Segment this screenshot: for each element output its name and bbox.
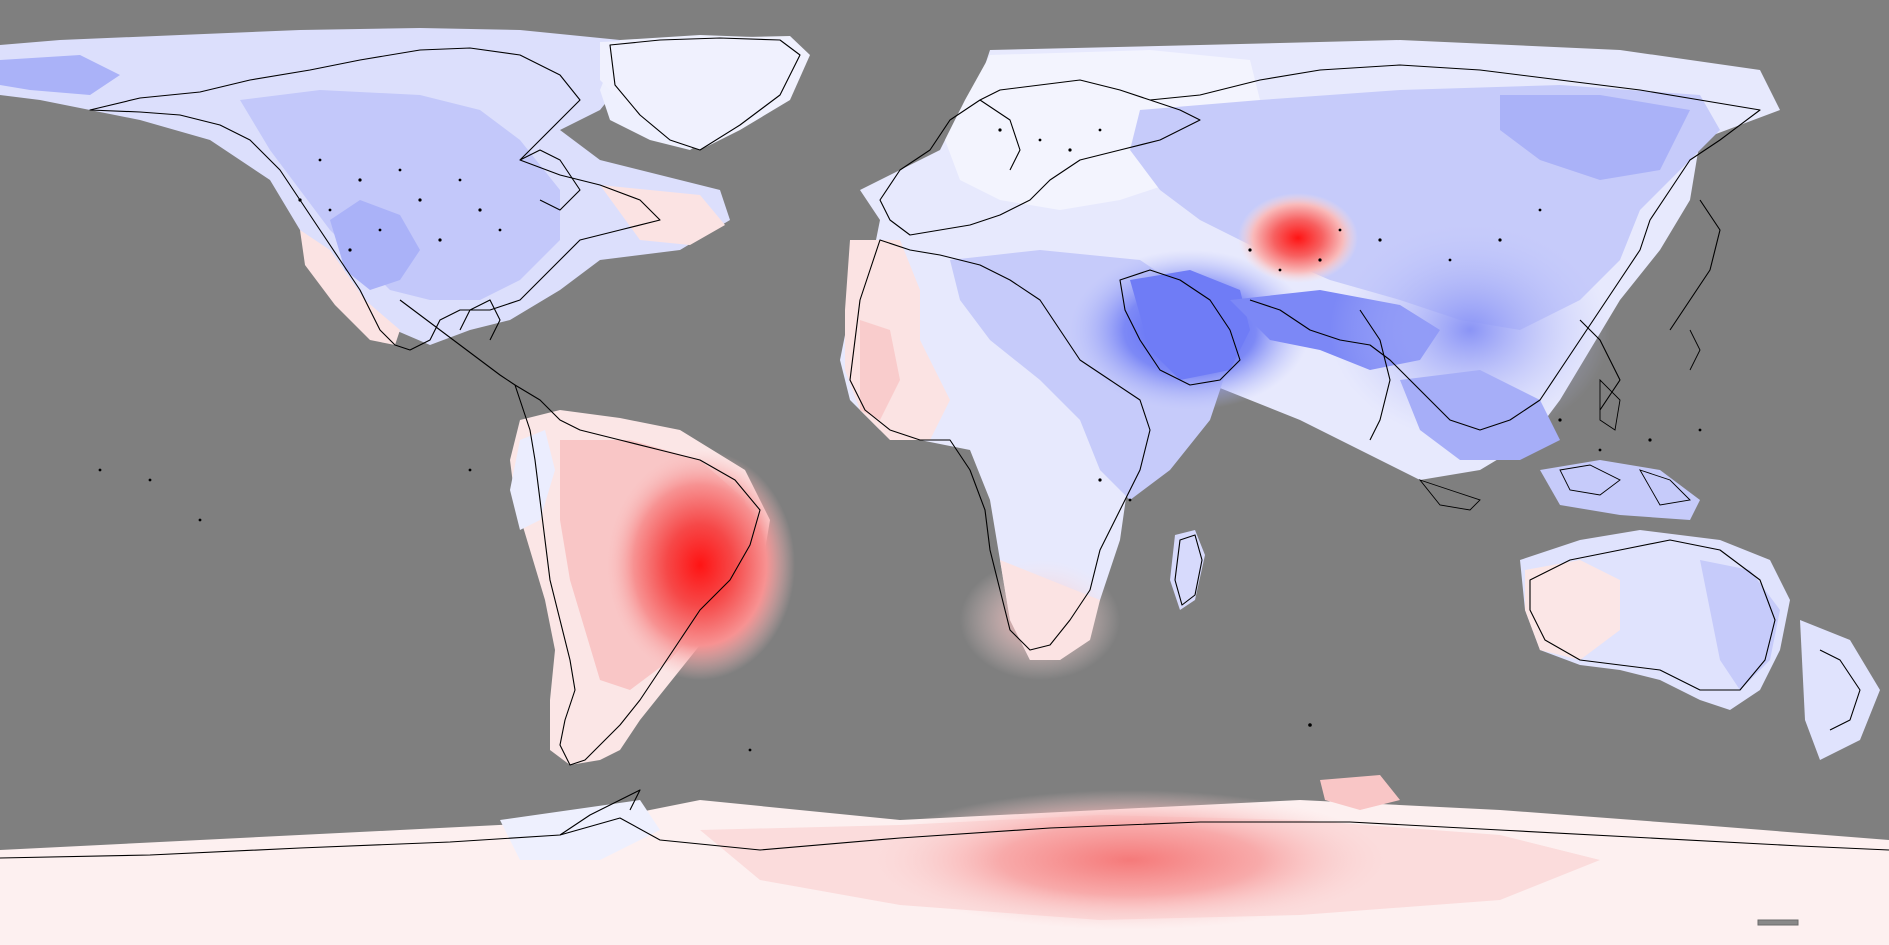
australia-field: [1520, 460, 1880, 760]
island-dots: [98, 128, 1702, 752]
antarctic-warm-anomaly: [870, 790, 1390, 930]
greenland-field: [600, 36, 810, 150]
coastlines: [0, 37, 1889, 859]
tibet-warm-anomaly: [1238, 193, 1358, 283]
brazil-warm-anomaly: [605, 450, 795, 680]
antarctica-field: [0, 775, 1889, 945]
south-america-field: [510, 410, 795, 765]
scale-bar: [1757, 919, 1799, 926]
